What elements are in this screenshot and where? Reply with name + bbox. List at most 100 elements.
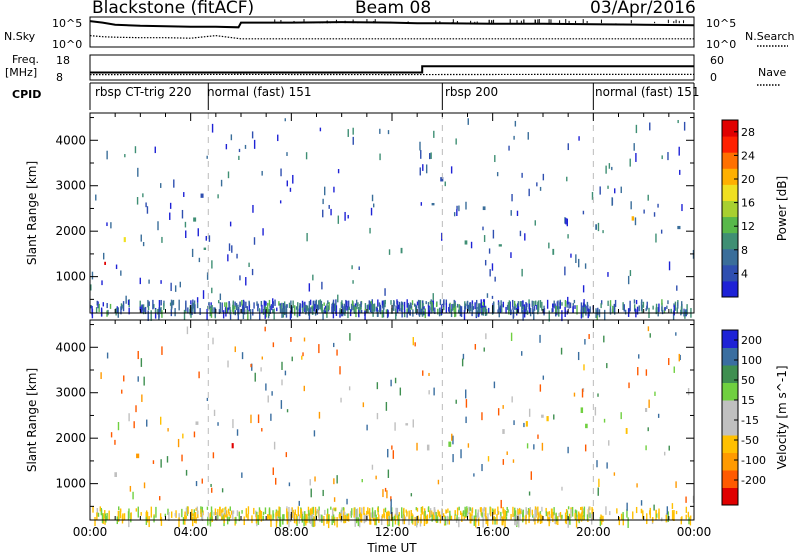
ground-scatter-mark <box>302 307 304 314</box>
velocity-colorbar-tick-label: -15 <box>741 414 759 427</box>
ground-scatter-mark <box>99 506 101 512</box>
sparse-echo-mark <box>217 422 219 426</box>
sparse-echo-mark <box>635 124 638 134</box>
ground-scatter-mark <box>396 507 399 517</box>
sparse-echo-mark <box>649 333 651 338</box>
ground-scatter-mark <box>358 513 361 517</box>
sparse-echo-mark <box>135 405 137 413</box>
ground-scatter-mark <box>629 300 631 312</box>
ground-scatter-mark <box>343 515 345 524</box>
ground-scatter-mark <box>306 305 309 311</box>
ground-scatter-mark <box>222 310 225 319</box>
sparse-echo-mark <box>114 439 116 445</box>
sparse-echo-mark <box>626 502 628 511</box>
ground-scatter-mark <box>317 305 320 311</box>
ground-scatter-mark <box>507 302 510 308</box>
ground-scatter-mark <box>206 506 209 510</box>
sparse-echo-mark <box>265 383 267 391</box>
sparse-echo-mark <box>390 499 392 507</box>
ground-scatter-mark <box>186 506 189 516</box>
sparse-echo-mark <box>358 266 360 270</box>
ground-scatter-mark <box>427 506 430 510</box>
ground-scatter-mark <box>235 302 238 311</box>
ground-scatter-mark <box>587 304 589 312</box>
ground-scatter-mark <box>655 509 657 514</box>
ground-scatter-mark <box>144 306 147 315</box>
sparse-echo-mark <box>450 166 453 174</box>
ground-scatter-mark <box>279 304 282 314</box>
ground-scatter-mark <box>404 516 407 521</box>
ground-scatter-mark <box>311 305 313 309</box>
ground-scatter-mark <box>367 507 369 514</box>
ground-scatter-mark <box>98 303 100 312</box>
ground-scatter-mark <box>444 516 447 526</box>
ground-scatter-mark <box>481 305 483 313</box>
ground-scatter-mark <box>533 309 535 320</box>
sparse-echo-mark <box>534 220 536 226</box>
sparse-echo-mark <box>675 481 677 488</box>
ground-scatter-mark <box>262 308 265 315</box>
sparse-echo-mark <box>272 467 274 475</box>
ground-scatter-mark <box>128 517 130 528</box>
x-tick-label: 12:00 <box>375 525 410 539</box>
sparse-echo-mark <box>159 496 161 501</box>
sparse-echo-mark <box>238 148 241 153</box>
sparse-echo-mark <box>198 257 201 263</box>
sparse-echo-mark <box>212 337 214 345</box>
ground-scatter-mark <box>497 309 499 313</box>
sparse-echo-mark <box>196 297 199 303</box>
ground-scatter-mark <box>238 511 241 522</box>
sparse-echo-mark <box>577 351 580 361</box>
sparse-echo-mark <box>456 205 458 210</box>
ground-scatter-mark <box>241 300 243 306</box>
ground-scatter-mark <box>195 507 197 511</box>
ground-scatter-mark <box>272 513 275 518</box>
ground-scatter-mark <box>454 510 456 514</box>
ground-scatter-mark <box>367 304 369 314</box>
ground-scatter-mark <box>512 306 514 310</box>
ground-scatter-mark <box>475 307 478 317</box>
sparse-echo-mark <box>248 262 250 268</box>
sparse-echo-mark <box>339 366 341 375</box>
ground-scatter-mark <box>556 308 558 316</box>
echo-mark <box>405 423 409 426</box>
sparse-echo-mark <box>206 155 208 159</box>
ground-scatter-mark <box>508 300 511 311</box>
ground-scatter-mark <box>547 511 549 522</box>
ground-scatter-mark <box>580 512 583 522</box>
ground-scatter-mark <box>364 303 367 313</box>
ground-scatter-mark <box>265 301 267 306</box>
sparse-echo-mark <box>312 274 314 281</box>
ground-scatter-mark <box>387 510 389 518</box>
ground-scatter-mark <box>289 310 292 321</box>
ground-scatter-mark <box>377 507 379 512</box>
ground-scatter-mark <box>657 307 659 317</box>
ground-scatter-mark <box>371 299 373 307</box>
echo-mark <box>677 225 681 230</box>
sparse-echo-mark <box>181 454 183 462</box>
ground-scatter-mark <box>234 301 236 308</box>
echo-mark <box>448 441 452 447</box>
sparse-echo-mark <box>110 432 113 438</box>
sparse-echo-mark <box>288 482 291 487</box>
ground-scatter-mark <box>288 517 290 528</box>
ground-scatter-mark <box>684 310 686 319</box>
ground-scatter-mark <box>322 309 324 320</box>
ground-scatter-mark <box>295 306 298 310</box>
ground-scatter-mark <box>454 302 456 308</box>
ground-scatter-mark <box>633 299 636 304</box>
ground-scatter-mark <box>297 302 299 312</box>
ground-scatter-mark <box>384 507 387 513</box>
ground-scatter-mark <box>288 507 290 518</box>
ground-scatter-mark <box>428 305 430 317</box>
ground-scatter-mark <box>377 299 379 307</box>
ground-scatter-mark <box>505 516 508 520</box>
ground-scatter-mark <box>466 506 468 515</box>
ground-scatter-mark <box>313 516 315 527</box>
ground-scatter-mark <box>506 506 508 511</box>
ground-scatter-mark <box>341 306 344 311</box>
ground-scatter-mark <box>106 303 108 309</box>
ground-scatter-mark <box>247 309 249 321</box>
ground-scatter-mark <box>241 304 244 314</box>
sparse-echo-mark <box>275 477 277 485</box>
